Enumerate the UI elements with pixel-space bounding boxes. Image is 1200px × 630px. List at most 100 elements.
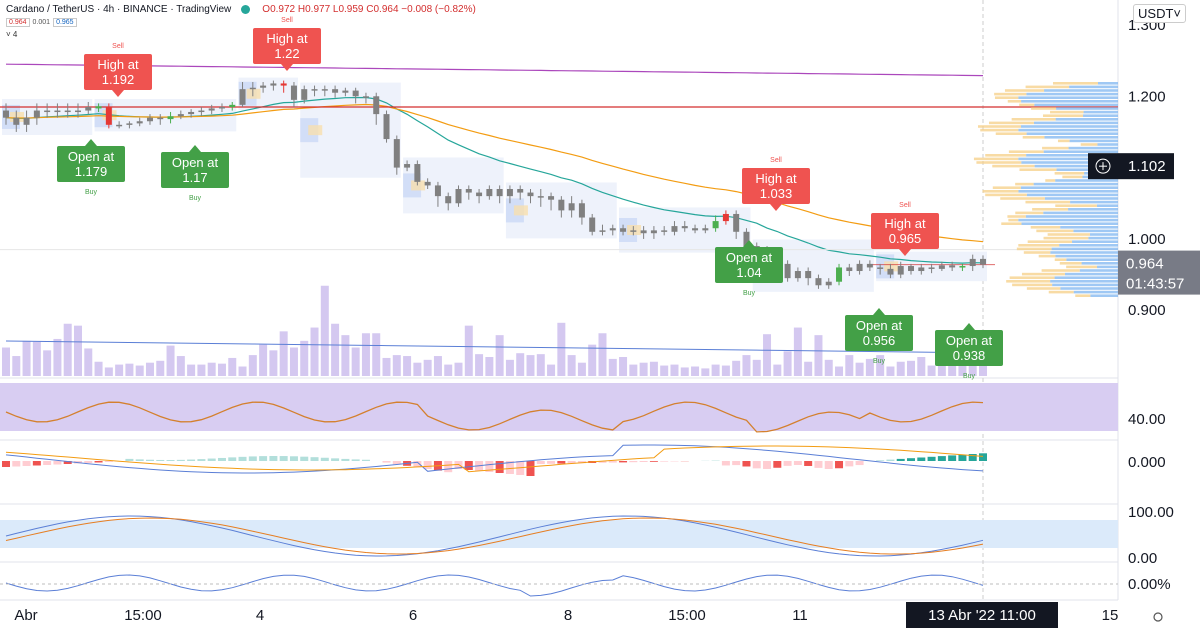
volume-bar: [207, 362, 216, 376]
signal-label-buy[interactable]: Buy Open at0.938: [935, 323, 1003, 380]
macd-histogram-bar: [22, 461, 31, 466]
candle: [105, 103, 112, 129]
candle-body: [980, 258, 986, 265]
profile-bar-yellow: [1057, 139, 1070, 143]
signal-label-sell[interactable]: Sell High at1.22: [253, 17, 321, 71]
signal-box[interactable]: [84, 54, 152, 90]
signal-label-buy[interactable]: Buy Open at1.17: [161, 145, 229, 202]
macd-histogram-bar: [207, 458, 216, 461]
volume-bar: [773, 364, 782, 376]
candle: [486, 185, 493, 200]
candle-body: [177, 114, 184, 117]
profile-bar-blue: [1072, 240, 1118, 243]
current-price-label: 0.964: [1126, 256, 1164, 273]
macd-histogram-bar: [855, 461, 864, 466]
profile-bar-blue: [1055, 179, 1118, 182]
candle-body: [548, 196, 555, 200]
bid-price[interactable]: 0.964: [6, 18, 30, 27]
signal-value-text: 0.956: [863, 333, 896, 348]
gear-icon[interactable]: [1153, 612, 1163, 622]
candle: [496, 185, 503, 204]
candle-body: [105, 106, 112, 125]
signal-arrow: [112, 90, 124, 97]
profile-bar-yellow: [994, 96, 1019, 99]
signal-value-text: 0.965: [889, 231, 922, 246]
volume-bar: [835, 366, 844, 376]
currency-selector[interactable]: USDT˅: [1133, 4, 1186, 23]
macd-histogram-bar: [876, 460, 885, 461]
signal-label-text: High at: [97, 57, 139, 72]
macd-histogram-bar: [361, 459, 370, 461]
profile-bar-yellow: [995, 132, 1027, 135]
volume-bar: [927, 365, 936, 376]
ohlc-readout: O0.972 H0.977 L0.959 C0.964 −0.008 (−0.8…: [262, 3, 476, 15]
crosshair-icon[interactable]: [1095, 158, 1111, 174]
volume-bar: [351, 347, 360, 376]
candle: [290, 82, 297, 107]
signal-label-sell[interactable]: Sell High at1.192: [84, 43, 152, 97]
profile-bar-blue: [1054, 276, 1118, 279]
candle: [260, 82, 267, 93]
candle: [249, 82, 256, 97]
macd-histogram-bar: [43, 461, 52, 465]
signal-label-buy[interactable]: Buy Open at0.956: [845, 308, 913, 365]
candle: [280, 80, 287, 93]
time-tick-label: 4: [256, 607, 264, 624]
candle: [85, 101, 92, 115]
ask-price[interactable]: 0.965: [53, 18, 77, 27]
profile-bar-blue: [1018, 157, 1118, 161]
roc-line: [5, 574, 984, 597]
profile-bar-yellow: [1018, 244, 1060, 247]
candle-body: [928, 267, 935, 269]
candle: [373, 92, 380, 125]
signal-box[interactable]: [715, 247, 783, 283]
candle: [630, 226, 637, 236]
candle-body: [383, 114, 390, 140]
candle-body: [733, 213, 740, 232]
volume-bar: [32, 341, 41, 376]
signal-box[interactable]: [845, 315, 913, 351]
signal-box[interactable]: [253, 28, 321, 64]
candle-body: [157, 117, 164, 120]
macd-histogram-bar: [228, 457, 237, 461]
signal-box[interactable]: [871, 213, 939, 249]
profile-bar-yellow: [1050, 110, 1084, 114]
profile-bar-yellow: [1008, 150, 1044, 153]
candle: [188, 109, 195, 118]
macd-histogram-bar: [341, 458, 350, 461]
signal-label-sell[interactable]: Sell High at1.033: [742, 157, 810, 211]
volume-bar: [115, 364, 124, 376]
symbol-title[interactable]: Cardano / TetherUS · 4h · BINANCE · Trad…: [6, 3, 232, 15]
candle: [198, 106, 205, 117]
profile-bar-blue: [1043, 150, 1118, 153]
collapse-indicators-toggle[interactable]: ˅ 4: [6, 30, 18, 39]
signal-box[interactable]: [161, 152, 229, 188]
price-tick-label: 1.200: [1128, 88, 1166, 105]
candle-body: [218, 106, 225, 109]
signal-box[interactable]: [742, 168, 810, 204]
macd-histogram-bar: [382, 461, 391, 463]
volume-bar: [361, 333, 370, 376]
candle: [733, 210, 740, 239]
signal-label-buy[interactable]: Buy Open at1.04: [715, 240, 783, 297]
candle: [897, 261, 904, 279]
profile-bar-blue: [1050, 251, 1118, 254]
candle-body: [805, 271, 812, 279]
candle-body: [414, 164, 421, 182]
candle: [33, 103, 40, 125]
volume-bar: [300, 340, 309, 376]
signal-label-sell[interactable]: Sell High at0.965: [871, 202, 939, 256]
signal-box[interactable]: [935, 330, 1003, 366]
volume-bar: [567, 355, 576, 376]
candle-body: [815, 278, 822, 286]
time-tick-label: 15:00: [668, 607, 706, 624]
candle: [157, 114, 164, 125]
spread-value: 0.001: [32, 19, 51, 26]
time-tick-label: 11: [792, 607, 808, 624]
signal-box[interactable]: [57, 146, 125, 182]
candle: [661, 226, 668, 236]
signal-label-buy[interactable]: Buy Open at1.179: [57, 139, 125, 196]
candle: [434, 181, 441, 207]
profile-bar-blue: [1021, 222, 1118, 225]
